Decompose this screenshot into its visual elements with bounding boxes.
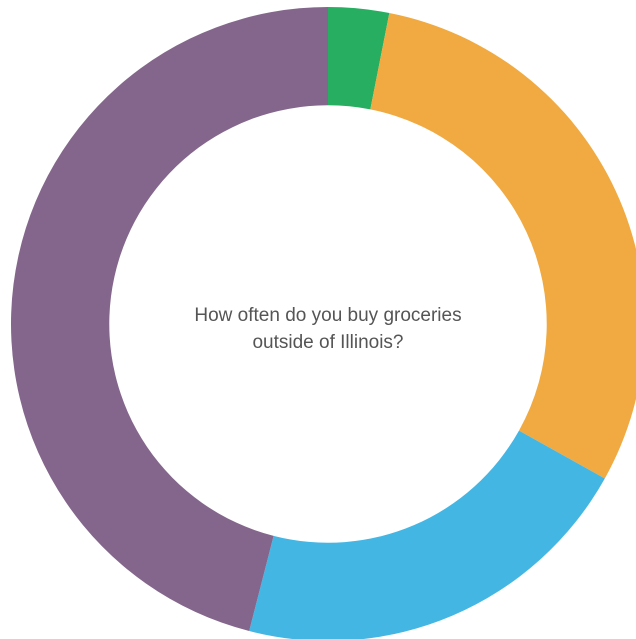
chart-title: How often do you buy groceries outside o…	[194, 305, 462, 353]
donut-slice-4[interactable]	[11, 7, 328, 632]
donut-slice-3[interactable]	[249, 430, 605, 639]
donut-slice-1[interactable]	[328, 7, 390, 110]
donut-slice-2[interactable]	[370, 12, 636, 479]
